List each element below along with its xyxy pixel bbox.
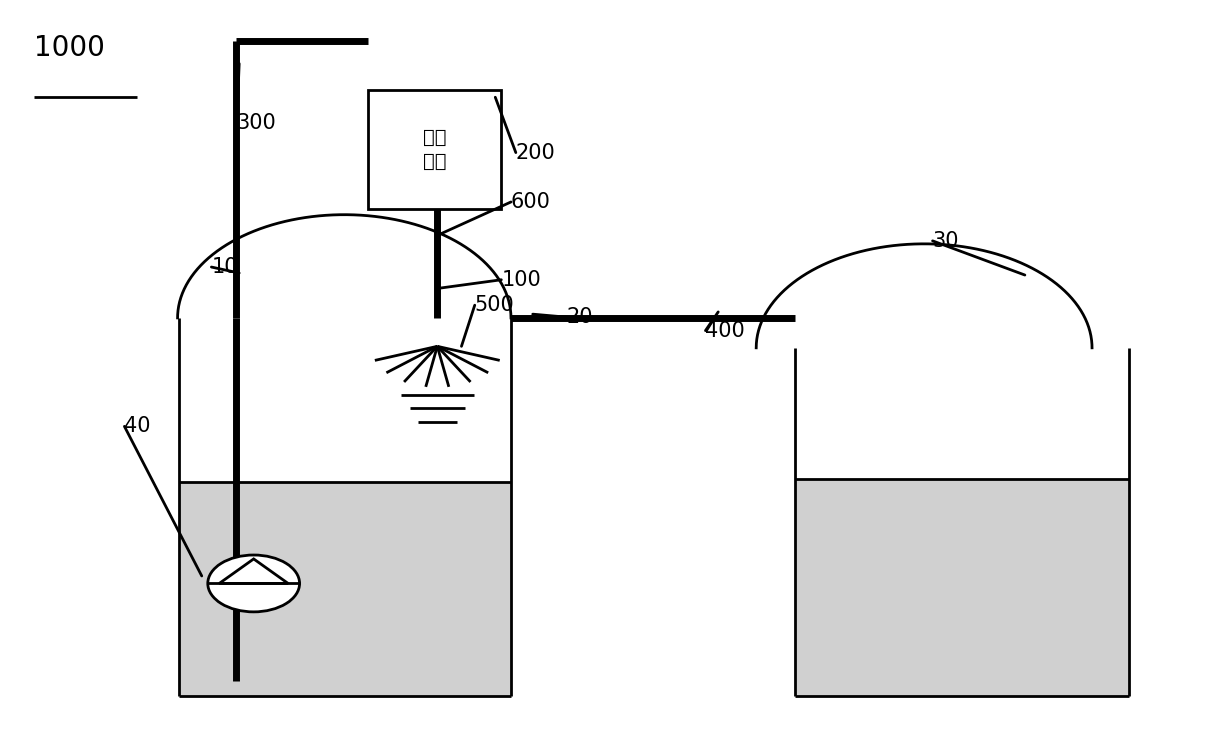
Text: 40: 40 [124, 417, 151, 436]
Text: 20: 20 [567, 307, 593, 327]
Text: 10: 10 [211, 257, 238, 277]
Text: 600: 600 [511, 192, 551, 212]
Bar [179, 482, 511, 696]
Text: 500: 500 [475, 295, 515, 315]
Text: 300: 300 [237, 113, 277, 132]
Circle shape [208, 555, 300, 612]
Text: 100: 100 [501, 270, 541, 289]
Text: 30: 30 [933, 231, 959, 251]
Text: 200: 200 [516, 143, 556, 162]
Bar [368, 90, 501, 209]
Text: 400: 400 [705, 321, 745, 340]
Bar [795, 479, 1129, 696]
Text: 1000: 1000 [34, 34, 105, 61]
Text: 冷却
单元: 冷却 单元 [423, 129, 447, 171]
